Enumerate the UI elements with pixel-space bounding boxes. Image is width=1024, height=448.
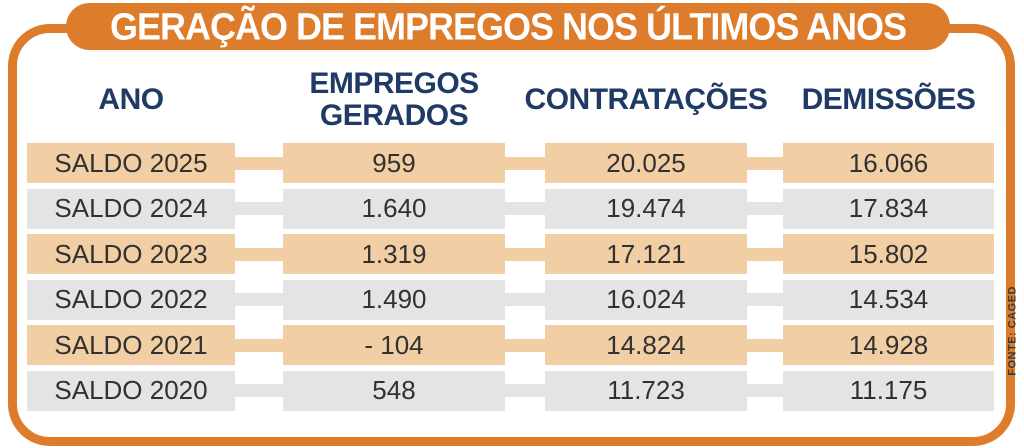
row-connector bbox=[235, 384, 283, 397]
column-header-empregos-gerados: EMPREGOS GERADOS bbox=[309, 67, 479, 132]
cell-ano: SALDO 2025 bbox=[27, 143, 235, 183]
cell-demissoes: 14.928 bbox=[783, 325, 994, 365]
cell-empregos-gerados: 1.490 bbox=[283, 279, 505, 320]
row-connector bbox=[235, 247, 283, 261]
cell-contratacoes: 16.024 bbox=[545, 279, 747, 320]
cell-empregos-gerados: 1.319 bbox=[283, 234, 505, 274]
table-row: SALDO 2025 959 20.025 16.066 bbox=[0, 143, 1024, 183]
row-connector bbox=[747, 384, 783, 397]
cell-demissoes: 17.834 bbox=[783, 188, 994, 229]
row-connector bbox=[505, 202, 545, 215]
cell-ano: SALDO 2020 bbox=[27, 370, 235, 411]
row-connector bbox=[505, 293, 545, 306]
cell-ano: SALDO 2022 bbox=[27, 279, 235, 320]
title-banner: GERAÇÃO DE EMPREGOS NOS ÚLTIMOS ANOS bbox=[66, 3, 950, 50]
cell-contratacoes: 11.723 bbox=[545, 370, 747, 411]
row-connector bbox=[505, 156, 545, 170]
cell-ano: SALDO 2021 bbox=[27, 325, 235, 365]
row-connector bbox=[505, 384, 545, 397]
column-header-demissoes: DEMISSÕES bbox=[801, 83, 976, 117]
row-connector bbox=[235, 156, 283, 170]
row-connector bbox=[747, 247, 783, 261]
cell-contratacoes: 14.824 bbox=[545, 325, 747, 365]
row-connector bbox=[505, 338, 545, 352]
page-title: GERAÇÃO DE EMPREGOS NOS ÚLTIMOS ANOS bbox=[109, 4, 907, 48]
table-row: SALDO 2021 - 104 14.824 14.928 bbox=[0, 325, 1024, 365]
cell-demissoes: 11.175 bbox=[783, 370, 994, 411]
table-row: SALDO 2024 1.640 19.474 17.834 bbox=[0, 188, 1024, 229]
cell-demissoes: 16.066 bbox=[783, 143, 994, 183]
row-connector bbox=[747, 156, 783, 170]
cell-empregos-gerados: - 104 bbox=[283, 325, 505, 365]
cell-demissoes: 14.534 bbox=[783, 279, 994, 320]
row-connector bbox=[747, 202, 783, 215]
row-connector bbox=[747, 293, 783, 306]
row-connector bbox=[747, 338, 783, 352]
cell-demissoes: 15.802 bbox=[783, 234, 994, 274]
cell-ano: SALDO 2024 bbox=[27, 188, 235, 229]
row-connector bbox=[235, 293, 283, 306]
source-note: FONTE: CAGED bbox=[1007, 286, 1019, 376]
cell-ano: SALDO 2023 bbox=[27, 234, 235, 274]
cell-empregos-gerados: 1.640 bbox=[283, 188, 505, 229]
row-connector bbox=[235, 338, 283, 352]
table-row: SALDO 2023 1.319 17.121 15.802 bbox=[0, 234, 1024, 274]
row-connector bbox=[235, 202, 283, 215]
cell-contratacoes: 19.474 bbox=[545, 188, 747, 229]
column-header-ano: ANO bbox=[98, 83, 164, 117]
table-row: SALDO 2020 548 11.723 11.175 bbox=[0, 370, 1024, 411]
cell-empregos-gerados: 548 bbox=[283, 370, 505, 411]
column-header-contratacoes: CONTRATAÇÕES bbox=[524, 83, 768, 117]
cell-contratacoes: 17.121 bbox=[545, 234, 747, 274]
table-row: SALDO 2022 1.490 16.024 14.534 bbox=[0, 279, 1024, 320]
cell-empregos-gerados: 959 bbox=[283, 143, 505, 183]
cell-contratacoes: 20.025 bbox=[545, 143, 747, 183]
row-connector bbox=[505, 247, 545, 261]
